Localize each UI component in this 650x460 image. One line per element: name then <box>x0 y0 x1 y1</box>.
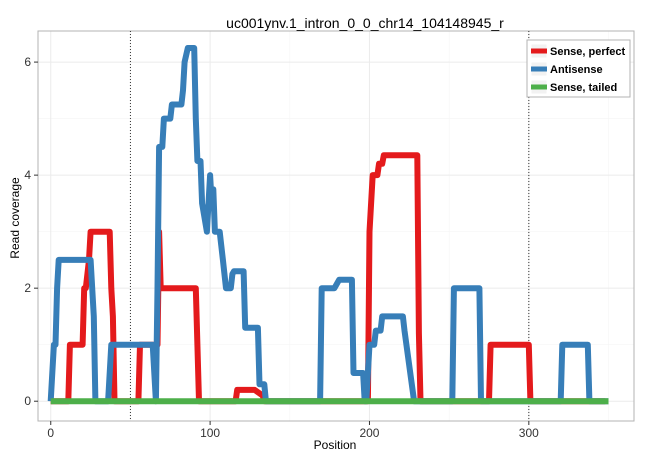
y-tick-label: 2 <box>24 281 31 295</box>
legend-label-2: Sense, tailed <box>550 82 617 94</box>
legend-label-0: Sense, perfect <box>550 46 626 58</box>
y-axis-ticks: 0 2 4 6 <box>24 55 38 408</box>
chart-title: uc001ynv.1_intron_0_0_chr14_104148945_r <box>226 15 504 31</box>
series-line-1 <box>47 45 609 405</box>
x-tick-label: 0 <box>47 426 54 440</box>
y-tick-label: 6 <box>24 55 31 69</box>
legend-label-1: Antisense <box>550 64 603 76</box>
series-lines <box>47 45 609 405</box>
series-line-0 <box>50 152 606 405</box>
x-tick-label: 200 <box>359 426 379 440</box>
y-axis-title: Read coverage <box>8 177 22 259</box>
x-tick-label: 300 <box>519 426 539 440</box>
x-axis-ticks: 0 100 200 300 <box>47 421 539 440</box>
x-axis-title: Position <box>314 438 357 452</box>
y-tick-label: 0 <box>24 394 31 408</box>
x-tick-label: 100 <box>200 426 220 440</box>
y-tick-label: 4 <box>24 168 31 182</box>
plot-panel-border <box>37 30 635 422</box>
legend: Sense, perfect Antisense Sense, tailed <box>526 39 631 98</box>
